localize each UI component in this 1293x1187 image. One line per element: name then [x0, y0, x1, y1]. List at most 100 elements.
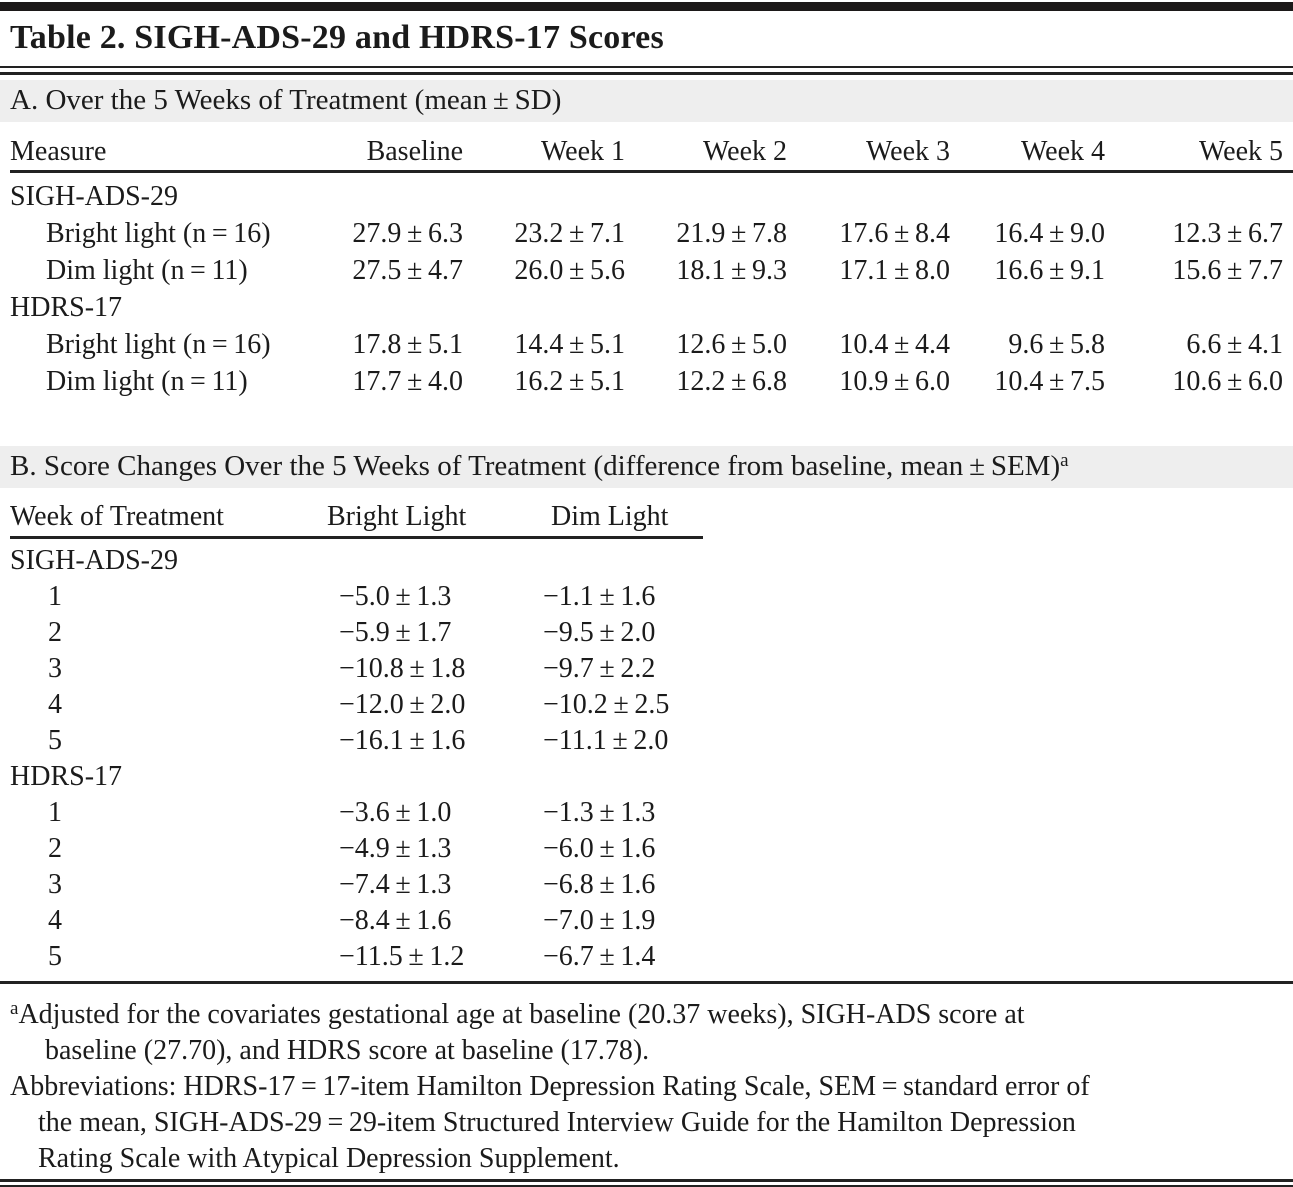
cell-value: −10.2 ± 2.5: [543, 689, 670, 720]
footnote-divider-rule: [0, 981, 1293, 984]
section-a-heading: A. Over the 5 Weeks of Treatment (mean ±…: [0, 80, 1293, 122]
cell-value: −1.1 ± 1.6: [543, 581, 656, 612]
group-header-row: HDRS-17: [10, 289, 1293, 326]
cell-value: 27.9 ± 6.3: [352, 218, 463, 249]
week-number: 1: [48, 581, 62, 612]
cell-value: −6.7 ± 1.4: [543, 941, 656, 972]
abbreviations-line2: the mean, SIGH-ADS-29 = 29-item Structur…: [38, 1107, 1076, 1138]
cell-value: −5.9 ± 1.7: [339, 617, 452, 648]
top-black-bar: [0, 2, 1293, 11]
table-row: 3 −10.8 ± 1.8 −9.7 ± 2.2: [10, 651, 703, 687]
row-label-dim-light: Dim light (n = 11): [46, 366, 248, 397]
double-rule-bottom: [0, 1179, 1293, 1187]
cell-value: 12.3 ± 6.7: [1172, 218, 1283, 249]
group-label-sigh-ads-29: SIGH-ADS-29: [10, 545, 178, 576]
section-b-table: Week of Treatment Bright Light Dim Light…: [10, 488, 703, 975]
col-header-week-of-treatment: Week of Treatment: [10, 488, 325, 539]
week-number: 5: [48, 725, 62, 756]
double-rule-top: [0, 66, 1293, 75]
group-header-row: SIGH-ADS-29: [10, 538, 703, 580]
group-label-hdrs-17: HDRS-17: [10, 761, 123, 792]
cell-value: 6.6 ± 4.1: [1186, 329, 1283, 360]
row-label-bright-light: Bright light (n = 16): [46, 218, 271, 249]
col-header-dim-light: Dim Light: [528, 488, 703, 539]
cell-value: 15.6 ± 7.7: [1172, 255, 1283, 286]
cell-value: −6.0 ± 1.6: [543, 833, 656, 864]
cell-value: −4.9 ± 1.3: [339, 833, 452, 864]
col-header-week4: Week 4: [950, 122, 1105, 173]
table-row: 5 −11.5 ± 1.2 −6.7 ± 1.4: [10, 939, 703, 975]
group-label-sigh-ads-29: SIGH-ADS-29: [10, 181, 178, 212]
cell-value: −9.7 ± 2.2: [543, 653, 656, 684]
table-row: Dim light (n = 11) 27.5 ± 4.7 26.0 ± 5.6…: [10, 252, 1293, 289]
cell-value: −3.6 ± 1.0: [339, 797, 452, 828]
table-row: 2 −5.9 ± 1.7 −9.5 ± 2.0: [10, 615, 703, 651]
cell-value: 21.9 ± 7.8: [676, 218, 787, 249]
cell-value: −1.3 ± 1.3: [543, 797, 656, 828]
cell-value: −11.1 ± 2.0: [543, 725, 669, 756]
cell-value: −12.0 ± 2.0: [339, 689, 466, 720]
table-row: Bright light (n = 16) 17.8 ± 5.1 14.4 ± …: [10, 326, 1293, 363]
table-row: 4 −8.4 ± 1.6 −7.0 ± 1.9: [10, 903, 703, 939]
cell-value: 26.0 ± 5.6: [514, 255, 625, 286]
week-number: 3: [48, 653, 62, 684]
cell-value: 18.1 ± 9.3: [676, 255, 787, 286]
abbreviations-line3: Rating Scale with Atypical Depression Su…: [38, 1143, 620, 1174]
table-row: Bright light (n = 16) 27.9 ± 6.3 23.2 ± …: [10, 215, 1293, 252]
cell-value: 16.2 ± 5.1: [514, 366, 625, 397]
week-number: 1: [48, 797, 62, 828]
cell-value: 10.4 ± 7.5: [994, 366, 1105, 397]
table-row: 1 −3.6 ± 1.0 −1.3 ± 1.3: [10, 795, 703, 831]
cell-value: 17.1 ± 8.0: [839, 255, 950, 286]
group-header-row: HDRS-17: [10, 759, 703, 795]
cell-value: −10.8 ± 1.8: [339, 653, 466, 684]
week-number: 2: [48, 833, 62, 864]
cell-value: 17.8 ± 5.1: [352, 329, 463, 360]
abbreviations-line1: Abbreviations: HDRS-17 = 17-item Hamilto…: [10, 1071, 1090, 1102]
cell-value: 10.4 ± 4.4: [839, 329, 950, 360]
footnote-a-line2: baseline (27.70), and HDRS score at base…: [45, 1035, 650, 1066]
cell-value: −16.1 ± 1.6: [339, 725, 466, 756]
week-number: 5: [48, 941, 62, 972]
footnotes: aAdjusted for the covariates gestational…: [0, 984, 1285, 1177]
cell-value: 10.9 ± 6.0: [839, 366, 950, 397]
week-number: 4: [48, 689, 62, 720]
cell-value: 17.6 ± 8.4: [839, 218, 950, 249]
cell-value: 10.6 ± 6.0: [1172, 366, 1283, 397]
table-row: 5 −16.1 ± 1.6 −11.1 ± 2.0: [10, 723, 703, 759]
col-header-week1: Week 1: [463, 122, 625, 173]
footnote-a-marker: a: [10, 998, 19, 1019]
section-a-table: Measure Baseline Week 1 Week 2 Week 3 We…: [10, 122, 1293, 400]
cell-value: −6.8 ± 1.6: [543, 869, 656, 900]
cell-value: 12.2 ± 6.8: [676, 366, 787, 397]
cell-value: −9.5 ± 2.0: [543, 617, 656, 648]
cell-value: 14.4 ± 5.1: [514, 329, 625, 360]
footnote-a-text: Adjusted for the covariates gestational …: [18, 999, 1025, 1030]
section-a-header-row: Measure Baseline Week 1 Week 2 Week 3 We…: [10, 122, 1293, 173]
col-header-bright-light: Bright Light: [325, 488, 528, 539]
cell-value: 12.6 ± 5.0: [676, 329, 787, 360]
footnote-marker-a: a: [1060, 450, 1069, 471]
table-row: 4 −12.0 ± 2.0 −10.2 ± 2.5: [10, 687, 703, 723]
group-label-hdrs-17: HDRS-17: [10, 292, 123, 323]
cell-value: 17.7 ± 4.0: [352, 366, 463, 397]
table-row: Dim light (n = 11) 17.7 ± 4.0 16.2 ± 5.1…: [10, 363, 1293, 400]
cell-value: −7.4 ± 1.3: [339, 869, 452, 900]
col-header-week5: Week 5: [1105, 122, 1293, 173]
col-header-baseline: Baseline: [340, 122, 463, 173]
cell-value: 23.2 ± 7.1: [514, 218, 625, 249]
cell-value: −5.0 ± 1.3: [339, 581, 452, 612]
row-label-dim-light: Dim light (n = 11): [46, 255, 248, 286]
group-header-row: SIGH-ADS-29: [10, 172, 1293, 216]
table-row: 2 −4.9 ± 1.3 −6.0 ± 1.6: [10, 831, 703, 867]
cell-value: −7.0 ± 1.9: [543, 905, 656, 936]
cell-value: 27.5 ± 4.7: [352, 255, 463, 286]
table-row: 1 −5.0 ± 1.3 −1.1 ± 1.6: [10, 579, 703, 615]
col-header-week2: Week 2: [625, 122, 787, 173]
section-b-heading: B. Score Changes Over the 5 Weeks of Tre…: [0, 446, 1293, 488]
week-number: 3: [48, 869, 62, 900]
table-row: 3 −7.4 ± 1.3 −6.8 ± 1.6: [10, 867, 703, 903]
cell-value: 16.4 ± 9.0: [994, 218, 1105, 249]
table-title: Table 2. SIGH-ADS-29 and HDRS-17 Scores: [10, 19, 664, 56]
